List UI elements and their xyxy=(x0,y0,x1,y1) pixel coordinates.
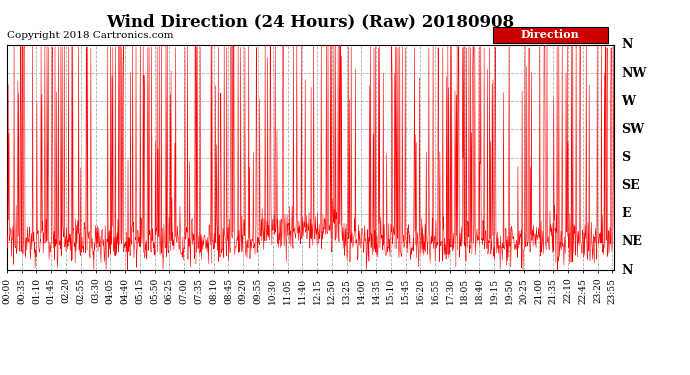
Text: N: N xyxy=(621,39,633,51)
Text: SE: SE xyxy=(621,179,640,192)
Text: SW: SW xyxy=(621,123,644,136)
Text: NE: NE xyxy=(621,236,642,248)
Text: E: E xyxy=(621,207,631,220)
Text: W: W xyxy=(621,95,635,108)
Text: Copyright 2018 Cartronics.com: Copyright 2018 Cartronics.com xyxy=(7,32,173,40)
FancyBboxPatch shape xyxy=(493,27,608,43)
Text: Direction: Direction xyxy=(521,29,580,40)
Text: N: N xyxy=(621,264,633,276)
Text: NW: NW xyxy=(621,67,647,80)
Text: S: S xyxy=(621,151,630,164)
Text: Wind Direction (24 Hours) (Raw) 20180908: Wind Direction (24 Hours) (Raw) 20180908 xyxy=(106,13,515,30)
